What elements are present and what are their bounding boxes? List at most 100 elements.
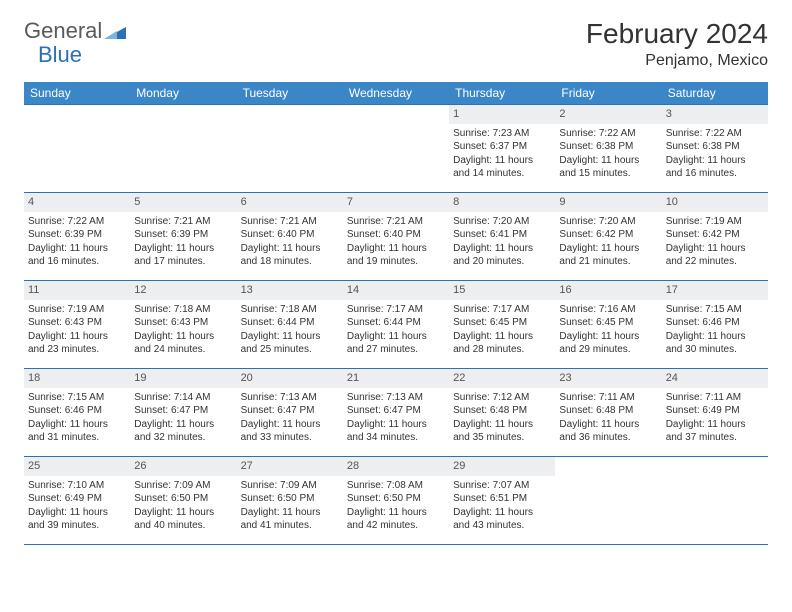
sunrise-line: Sunrise: 7:21 AM [134,215,232,229]
day-number: 3 [662,105,768,124]
sunset-line: Sunset: 6:47 PM [134,404,232,418]
sunset-line: Sunset: 6:50 PM [241,492,339,506]
sunrise-line: Sunrise: 7:18 AM [134,303,232,317]
calendar-cell: 25Sunrise: 7:10 AMSunset: 6:49 PMDayligh… [24,457,130,545]
sunset-line: Sunset: 6:49 PM [28,492,126,506]
sunset-line: Sunset: 6:42 PM [666,228,764,242]
sunset-line: Sunset: 6:45 PM [559,316,657,330]
sunrise-line: Sunrise: 7:13 AM [241,391,339,405]
sunset-line: Sunset: 6:45 PM [453,316,551,330]
sunrise-line: Sunrise: 7:14 AM [134,391,232,405]
sunset-line: Sunset: 6:44 PM [347,316,445,330]
location-label: Penjamo, Mexico [586,52,768,70]
day-number: 16 [555,281,661,300]
calendar-cell: 23Sunrise: 7:11 AMSunset: 6:48 PMDayligh… [555,369,661,457]
sunset-line: Sunset: 6:51 PM [453,492,551,506]
sunset-line: Sunset: 6:39 PM [28,228,126,242]
calendar-cell: 3 Sunrise: 7:22 AMSunset: 6:38 PMDaylight… [662,105,768,193]
calendar-cell: 26Sunrise: 7:09 AMSunset: 6:50 PMDayligh… [130,457,236,545]
sunrise-line: Sunrise: 7:10 AM [28,479,126,493]
day-number: 22 [449,369,555,388]
calendar-cell: 17Sunrise: 7:15 AMSunset: 6:46 PMDayligh… [662,281,768,369]
calendar-cell: 19Sunrise: 7:14 AMSunset: 6:47 PMDayligh… [130,369,236,457]
sunset-line: Sunset: 6:38 PM [666,140,764,154]
calendar-cell [24,105,130,193]
day-number: 19 [130,369,236,388]
day-number: 29 [449,457,555,476]
calendar-cell: 9Sunrise: 7:20 AMSunset: 6:42 PMDaylight… [555,193,661,281]
day-number: 13 [237,281,343,300]
daylight-line: Daylight: 11 hours and 16 minutes. [666,154,764,181]
calendar-cell: 12Sunrise: 7:18 AMSunset: 6:43 PMDayligh… [130,281,236,369]
sunset-line: Sunset: 6:48 PM [559,404,657,418]
daylight-line: Daylight: 11 hours and 18 minutes. [241,242,339,269]
day-number: 27 [237,457,343,476]
calendar-cell: 20Sunrise: 7:13 AMSunset: 6:47 PMDayligh… [237,369,343,457]
sunset-line: Sunset: 6:43 PM [28,316,126,330]
sunset-line: Sunset: 6:50 PM [347,492,445,506]
sunrise-line: Sunrise: 7:15 AM [666,303,764,317]
calendar-cell [237,105,343,193]
day-number: 28 [343,457,449,476]
sunrise-line: Sunrise: 7:17 AM [453,303,551,317]
daylight-line: Daylight: 11 hours and 34 minutes. [347,418,445,445]
sunrise-line: Sunrise: 7:09 AM [241,479,339,493]
daylight-line: Daylight: 11 hours and 24 minutes. [134,330,232,357]
sunrise-line: Sunrise: 7:09 AM [134,479,232,493]
sunset-line: Sunset: 6:46 PM [28,404,126,418]
calendar-cell: 16Sunrise: 7:16 AMSunset: 6:45 PMDayligh… [555,281,661,369]
brand-logo: GeneralBlue [24,18,126,68]
sunrise-line: Sunrise: 7:08 AM [347,479,445,493]
daylight-line: Daylight: 11 hours and 30 minutes. [666,330,764,357]
sunrise-line: Sunrise: 7:22 AM [28,215,126,229]
calendar-cell [662,457,768,545]
sunrise-line: Sunrise: 7:15 AM [28,391,126,405]
daylight-line: Daylight: 11 hours and 28 minutes. [453,330,551,357]
weekday-header: Saturday [662,82,768,105]
calendar-row: 4Sunrise: 7:22 AMSunset: 6:39 PMDaylight… [24,193,768,281]
daylight-line: Daylight: 11 hours and 37 minutes. [666,418,764,445]
weekday-header: Sunday [24,82,130,105]
sunrise-line: Sunrise: 7:22 AM [559,127,657,141]
sunrise-line: Sunrise: 7:19 AM [666,215,764,229]
sunset-line: Sunset: 6:39 PM [134,228,232,242]
sunrise-line: Sunrise: 7:11 AM [666,391,764,405]
calendar-cell: 6Sunrise: 7:21 AMSunset: 6:40 PMDaylight… [237,193,343,281]
sunrise-line: Sunrise: 7:19 AM [28,303,126,317]
sunrise-line: Sunrise: 7:17 AM [347,303,445,317]
daylight-line: Daylight: 11 hours and 29 minutes. [559,330,657,357]
daylight-line: Daylight: 11 hours and 14 minutes. [453,154,551,181]
calendar-header-row: SundayMondayTuesdayWednesdayThursdayFrid… [24,82,768,105]
day-number: 4 [24,193,130,212]
calendar-cell: 24 Sunrise: 7:11 AMSunset: 6:49 PMDayligh… [662,369,768,457]
daylight-line: Daylight: 11 hours and 39 minutes. [28,506,126,533]
sunrise-line: Sunrise: 7:20 AM [453,215,551,229]
calendar-cell [343,105,449,193]
day-number: 23 [555,369,661,388]
daylight-line: Daylight: 11 hours and 20 minutes. [453,242,551,269]
sunrise-line: Sunrise: 7:22 AM [666,127,764,141]
sunrise-line: Sunrise: 7:18 AM [241,303,339,317]
day-number: 6 [237,193,343,212]
calendar-row: 1Sunrise: 7:23 AMSunset: 6:37 PMDaylight… [24,105,768,193]
day-number: 21 [343,369,449,388]
day-number: 24 [662,369,768,388]
calendar-cell: 5Sunrise: 7:21 AMSunset: 6:39 PMDaylight… [130,193,236,281]
sunset-line: Sunset: 6:42 PM [559,228,657,242]
daylight-line: Daylight: 11 hours and 16 minutes. [28,242,126,269]
page-header: GeneralBlue February 2024 Penjamo, Mexic… [24,18,768,70]
sunset-line: Sunset: 6:41 PM [453,228,551,242]
daylight-line: Daylight: 11 hours and 35 minutes. [453,418,551,445]
daylight-line: Daylight: 11 hours and 40 minutes. [134,506,232,533]
title-block: February 2024 Penjamo, Mexico [586,18,768,70]
day-number: 11 [24,281,130,300]
calendar-cell: 21Sunrise: 7:13 AMSunset: 6:47 PMDayligh… [343,369,449,457]
sunset-line: Sunset: 6:49 PM [666,404,764,418]
weekday-header: Monday [130,82,236,105]
day-number: 26 [130,457,236,476]
calendar-cell: 18Sunrise: 7:15 AMSunset: 6:46 PMDayligh… [24,369,130,457]
calendar-cell: 10Sunrise: 7:19 AMSunset: 6:42 PMDayligh… [662,193,768,281]
calendar-cell: 11Sunrise: 7:19 AMSunset: 6:43 PMDayligh… [24,281,130,369]
sunrise-line: Sunrise: 7:21 AM [347,215,445,229]
sunrise-line: Sunrise: 7:13 AM [347,391,445,405]
